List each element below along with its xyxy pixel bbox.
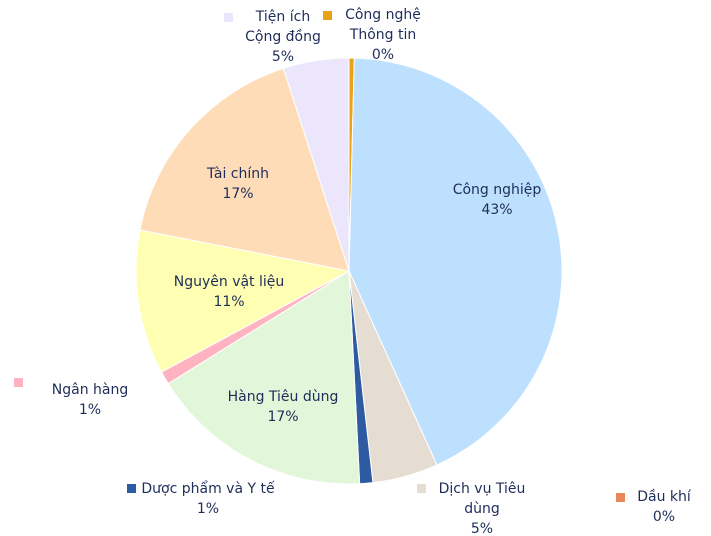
slice-label: Dược phẩm và Y tế 1% <box>138 479 278 519</box>
value-label: 1% <box>196 501 220 517</box>
pie-slice <box>135 229 351 373</box>
legend-swatch <box>14 378 23 387</box>
slice-label: Tiện ích Cộng đồng 5% <box>239 7 327 67</box>
pie-slice <box>282 57 350 272</box>
value-label: 17% <box>267 409 299 425</box>
value-label: 0% <box>371 47 395 63</box>
value-label: 11% <box>213 294 245 310</box>
category-name: Hàng Tiêu dùng <box>227 389 339 405</box>
category-name: Dầu khí <box>637 489 691 505</box>
value-label: 0% <box>652 509 676 525</box>
category-name: Nguyên vật liệu <box>173 274 285 290</box>
category-name: Tiện ích Cộng đồng <box>245 9 321 45</box>
legend-swatch <box>323 11 332 20</box>
category-name: Ngân hàng <box>51 382 129 398</box>
slice-label: Công nghệ Thông tin 0% <box>337 5 429 65</box>
pie-slice <box>139 67 350 272</box>
value-label: 5% <box>470 521 494 536</box>
slice-label: Hàng Tiêu dùng 17% <box>213 387 353 427</box>
value-label: 1% <box>78 402 102 418</box>
slice-label: Dầu khí 0% <box>624 487 704 527</box>
category-name: Dịch vụ Tiêu dùng <box>438 481 526 517</box>
category-name: Công nghiệp <box>452 182 542 198</box>
slice-label: Ngân hàng 1% <box>40 380 140 420</box>
pie-slice <box>167 270 361 485</box>
category-name: Dược phẩm và Y tế <box>141 481 275 497</box>
pie-slice <box>348 57 563 466</box>
category-name: Tài chính <box>206 166 270 182</box>
value-label: 5% <box>271 49 295 65</box>
legend-swatch <box>417 484 426 493</box>
slice-label: Tài chính 17% <box>188 164 288 204</box>
value-label: 43% <box>481 202 513 218</box>
legend-swatch <box>224 13 233 22</box>
legend-swatch <box>616 493 625 502</box>
slice-label: Dịch vụ Tiêu dùng 5% <box>427 479 537 536</box>
legend-swatch <box>127 484 136 493</box>
category-name: Công nghệ Thông tin <box>345 7 421 43</box>
value-label: 17% <box>222 186 254 202</box>
slice-label: Nguyên vật liệu 11% <box>159 272 299 312</box>
slice-label: Công nghiệp 43% <box>437 180 557 220</box>
